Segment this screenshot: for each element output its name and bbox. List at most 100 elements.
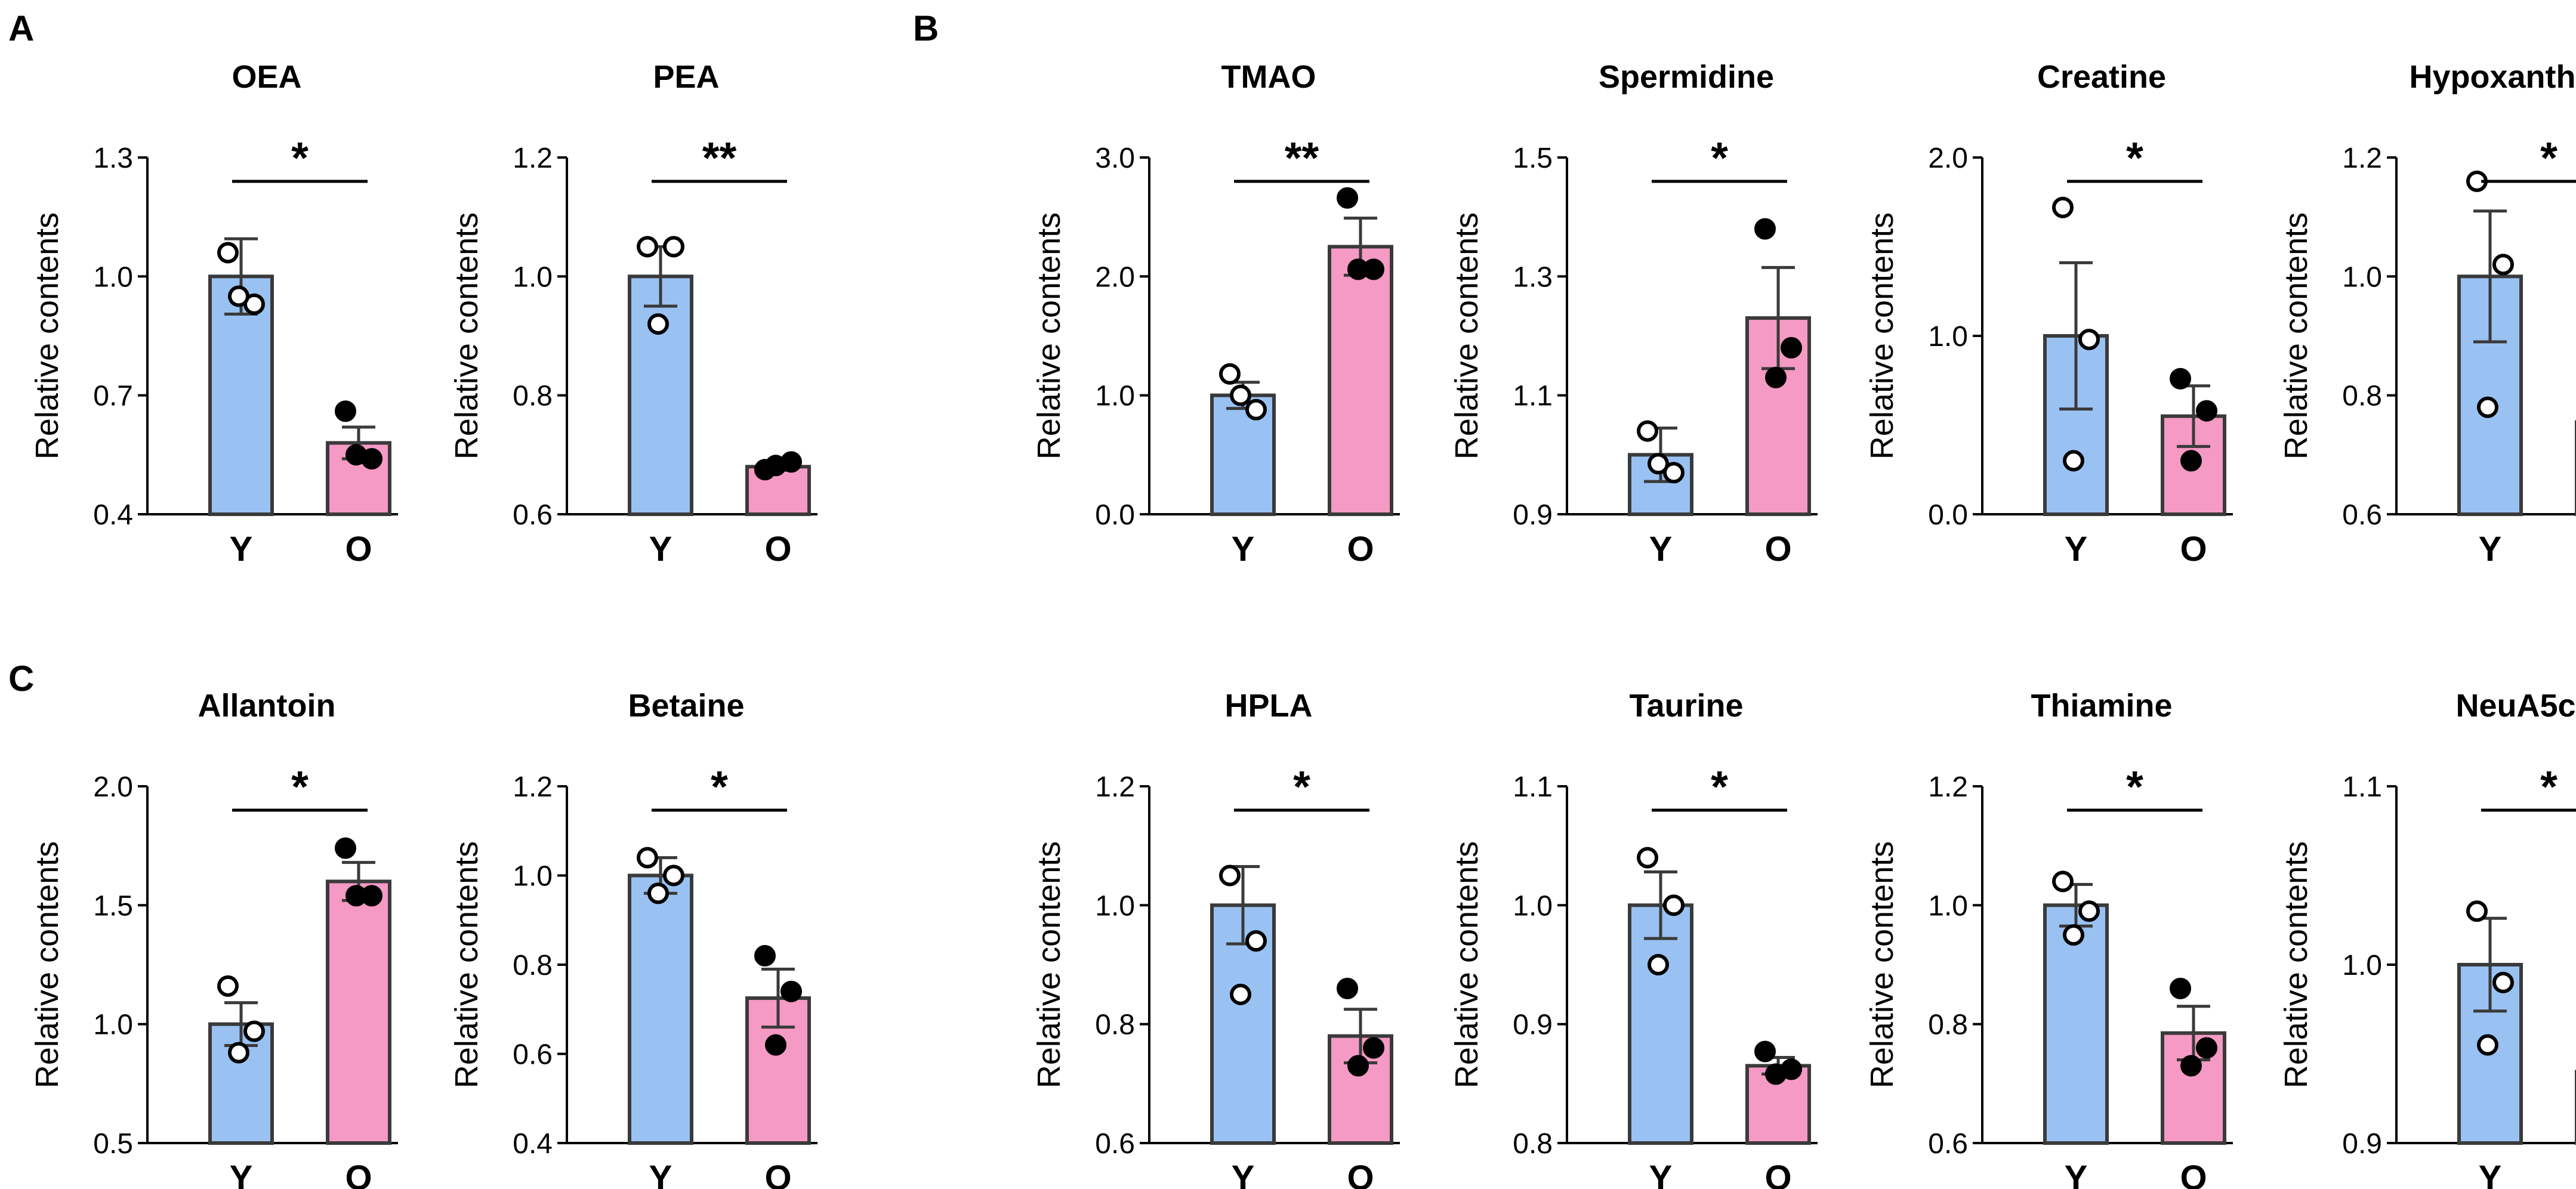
y-tick-label: 1.1 [2342, 771, 2382, 803]
x-category-label: Y [230, 1159, 253, 1189]
chart-hpla: HPLA 0.6 0.8 1.0 1.2 Relative contents Y O * [1031, 688, 1400, 1189]
data-point-young [663, 864, 684, 887]
data-point-old [754, 945, 776, 967]
x-category-label: O [1764, 1159, 1791, 1189]
data-point-young [1219, 864, 1241, 887]
y-tick-label: 1.0 [1928, 321, 1968, 353]
data-point-young [217, 242, 239, 264]
significance-marker: ** [1285, 133, 1319, 183]
data-point-old [1754, 1040, 1776, 1063]
data-point-young [2078, 900, 2100, 922]
x-category-label: Y [2479, 530, 2502, 569]
chart-tmao: TMAO 0.0 1.0 2.0 3.0 Relative contents Y O ** [1031, 59, 1400, 569]
y-tick-label: 1.0 [1095, 890, 1135, 922]
y-tick-label: 1.1 [1513, 771, 1553, 803]
y-tick-label: 0.9 [2342, 1128, 2382, 1160]
data-point-old [1337, 977, 1358, 999]
x-category-label: Y [649, 1159, 672, 1189]
data-point-old [2170, 977, 2191, 999]
chart-creatine: Creatine 0.0 1.0 2.0 Relative contents Y O * [1864, 59, 2233, 569]
y-tick-label: 1.3 [93, 143, 133, 174]
data-point-old [1754, 218, 1776, 240]
chart-betaine: Betaine 0.4 0.6 0.8 1.0 1.2 Relative contents Y… [449, 688, 817, 1189]
x-category-label: O [764, 530, 791, 569]
y-tick-label: 1.0 [1513, 890, 1553, 922]
y-tick-label: 1.0 [513, 261, 553, 293]
y-tick-label: 1.0 [1095, 381, 1135, 412]
chart-title: Betaine [628, 688, 744, 724]
data-point-old [1781, 336, 1802, 359]
data-point-young [243, 1020, 265, 1042]
chart-title: Hypoxanthine [2409, 59, 2576, 95]
data-point-young [1637, 847, 1658, 869]
panel-label-b: B [913, 8, 939, 48]
bar-old [1328, 245, 1393, 516]
significance-marker: * [2540, 762, 2558, 811]
chart-pea: PEA 0.6 0.8 1.0 1.2 Relative contents Y O ** [449, 59, 817, 569]
data-point-young [663, 236, 684, 258]
chart-title: TMAO [1221, 59, 1316, 95]
y-tick-label: 0.0 [1928, 499, 1968, 531]
y-axis-label: Relative contents [449, 212, 485, 459]
data-point-young [2492, 971, 2514, 993]
y-tick-label: 0.8 [2342, 381, 2382, 412]
chart-title: OEA [232, 59, 301, 95]
y-tick-label: 0.4 [93, 499, 133, 531]
data-point-young [1245, 399, 1267, 421]
x-category-label: Y [649, 530, 672, 569]
x-category-label: O [2180, 530, 2207, 569]
chart-taurine: Taurine 0.8 0.9 1.0 1.1 Relative contents Y O * [1449, 688, 1818, 1189]
significance-marker: * [291, 133, 308, 183]
y-tick-label: 1.0 [1928, 890, 1968, 922]
chart-title: NeuA5c [2455, 688, 2575, 724]
data-point-old [1765, 366, 1787, 388]
x-category-label: O [345, 1159, 372, 1189]
data-point-old [345, 444, 367, 466]
significance-marker: * [1293, 762, 1310, 811]
y-tick-label: 1.2 [513, 143, 553, 174]
data-point-old [1337, 187, 1358, 209]
bar-young [2043, 903, 2109, 1145]
y-tick-label: 1.3 [1513, 261, 1553, 293]
x-category-label: Y [2065, 1159, 2088, 1189]
x-category-label: O [1764, 530, 1791, 569]
data-point-young [1230, 384, 1251, 406]
y-tick-label: 1.0 [93, 261, 133, 293]
data-point-young [228, 1042, 249, 1064]
data-point-young [2052, 870, 2074, 892]
data-point-young [637, 236, 658, 258]
y-tick-label: 0.6 [2342, 499, 2382, 531]
y-tick-label: 2.0 [1095, 261, 1135, 293]
data-point-young [2492, 254, 2514, 276]
y-tick-label: 1.1 [1513, 381, 1553, 412]
chart-title: HPLA [1225, 688, 1313, 724]
y-tick-label: 0.0 [1095, 499, 1135, 531]
data-point-young [1245, 930, 1267, 952]
y-tick-label: 3.0 [1095, 143, 1135, 174]
data-point-old [345, 885, 367, 907]
data-point-young [228, 285, 249, 307]
significance-marker: * [711, 762, 728, 811]
x-category-label: Y [2065, 530, 2088, 569]
significance-marker: * [1711, 133, 1728, 183]
y-tick-label: 0.4 [513, 1128, 553, 1160]
significance-marker: * [2540, 133, 2558, 183]
x-category-label: Y [1649, 1159, 1673, 1189]
data-point-old [2180, 1055, 2202, 1077]
data-point-young [637, 847, 658, 869]
y-tick-label: 0.8 [1513, 1128, 1553, 1160]
chart-title: Allantoin [198, 688, 336, 724]
data-point-old [2170, 367, 2191, 390]
data-point-old [2196, 400, 2217, 422]
data-point-young [1637, 420, 1658, 442]
data-point-young [2063, 450, 2084, 472]
data-point-young [1663, 462, 1685, 484]
x-category-label: Y [1232, 530, 1255, 569]
data-point-old [2196, 1037, 2217, 1059]
y-tick-label: 0.6 [513, 499, 553, 531]
significance-marker: ** [702, 133, 737, 183]
y-tick-label: 1.2 [1928, 771, 1968, 803]
significance-marker: * [1711, 762, 1728, 811]
